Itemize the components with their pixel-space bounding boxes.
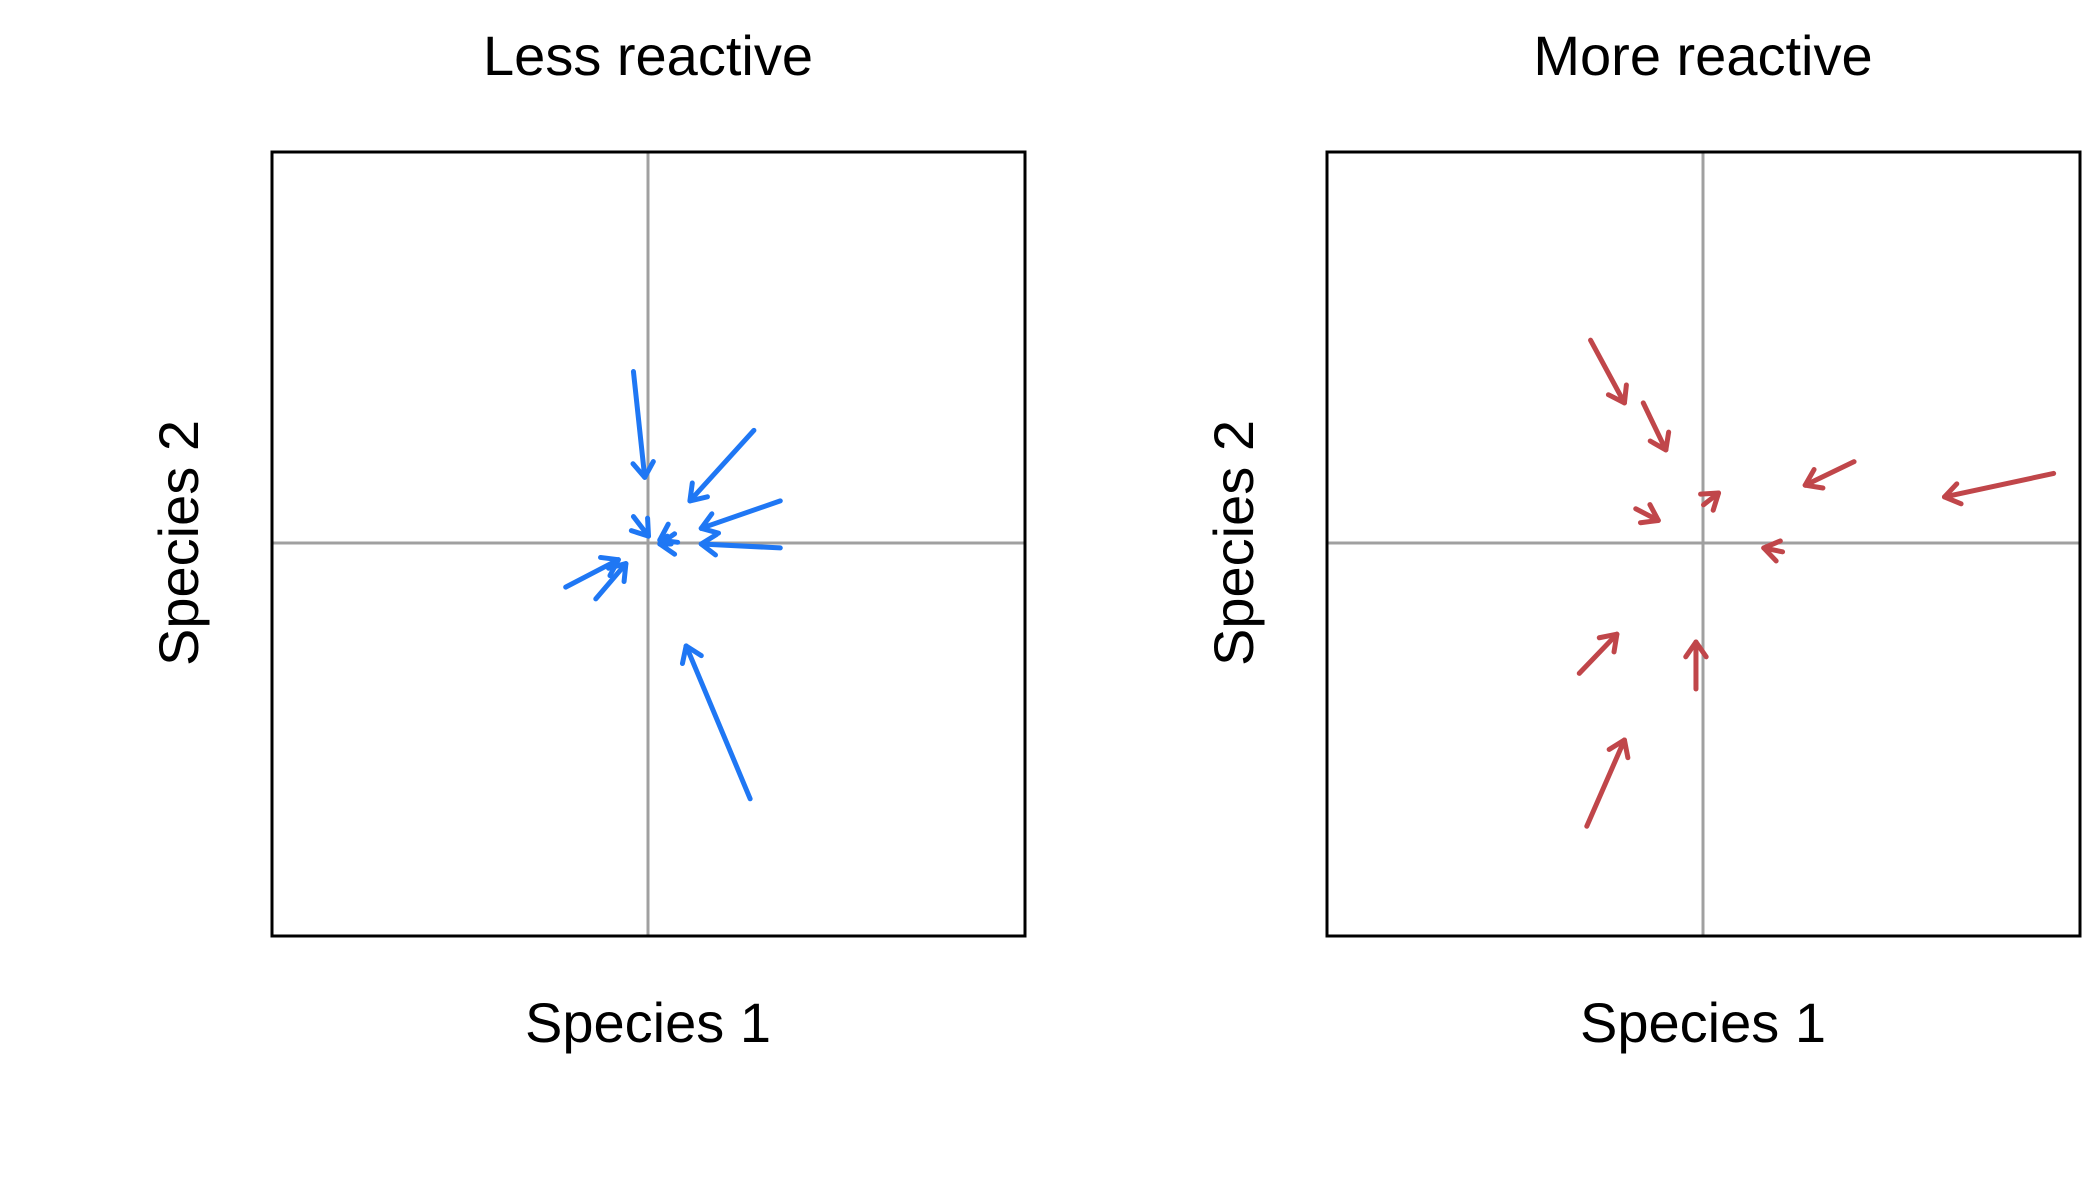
arrow-shaft bbox=[563, 557, 621, 590]
arrow-1 bbox=[630, 369, 656, 480]
arrow-shaft bbox=[1640, 400, 1669, 453]
arrow-2 bbox=[628, 514, 651, 539]
plot-frame bbox=[1325, 150, 2082, 938]
panel-more-reactive: More reactive Species 1 Species 2 bbox=[1202, 24, 2082, 1054]
plot-frame bbox=[270, 150, 1027, 938]
arrow-group bbox=[1576, 337, 2057, 829]
arrow-shaft bbox=[630, 369, 648, 480]
arrow-10 bbox=[1584, 737, 1631, 829]
arrow-shaft bbox=[687, 427, 757, 504]
arrow-head bbox=[598, 554, 621, 579]
arrow-8 bbox=[563, 554, 621, 590]
arrow-head bbox=[1606, 737, 1631, 761]
arrow-shaft bbox=[1802, 459, 1857, 488]
arrow-head bbox=[698, 532, 720, 558]
arrow-2 bbox=[1640, 400, 1672, 453]
arrow-6 bbox=[657, 531, 678, 557]
arrow-4 bbox=[1698, 490, 1722, 513]
arrow-head bbox=[1683, 639, 1709, 660]
arrow-10 bbox=[679, 643, 753, 802]
panel-title: More reactive bbox=[1533, 24, 1872, 87]
x-axis-label: Species 1 bbox=[525, 991, 771, 1054]
arrow-5 bbox=[1802, 459, 1857, 491]
arrow-head bbox=[1605, 382, 1629, 406]
arrow-shaft bbox=[1588, 337, 1627, 406]
arrow-7 bbox=[1761, 538, 1786, 564]
arrow-9 bbox=[1683, 639, 1709, 692]
arrow-9 bbox=[593, 561, 629, 602]
arrow-7 bbox=[657, 521, 681, 545]
arrow-head bbox=[1941, 481, 1964, 507]
arrow-3 bbox=[687, 427, 757, 504]
arrow-head bbox=[657, 531, 678, 557]
arrow-head bbox=[1596, 631, 1620, 655]
x-axis-label: Species 1 bbox=[1580, 991, 1826, 1054]
arrow-shaft bbox=[683, 643, 753, 802]
arrow-head bbox=[1647, 429, 1672, 453]
arrow-1 bbox=[1588, 337, 1629, 406]
arrow-head bbox=[1802, 467, 1826, 491]
arrow-head bbox=[1637, 502, 1661, 526]
panel-less-reactive: Less reactive Species 1 Species 2 bbox=[147, 24, 1027, 1054]
arrow-6 bbox=[1941, 470, 2057, 507]
arrow-head bbox=[628, 515, 651, 539]
arrow-head bbox=[657, 521, 681, 545]
arrow-shaft bbox=[1941, 470, 2057, 500]
arrow-shaft bbox=[1584, 737, 1627, 829]
arrow-head bbox=[698, 511, 722, 536]
y-axis-label: Species 2 bbox=[1202, 420, 1265, 666]
panel-title: Less reactive bbox=[483, 24, 813, 87]
arrow-head bbox=[679, 643, 704, 667]
y-axis-label: Species 2 bbox=[147, 420, 210, 666]
arrow-head bbox=[1698, 490, 1722, 513]
arrow-head bbox=[606, 561, 629, 585]
arrow-3 bbox=[1633, 502, 1661, 526]
arrow-head bbox=[630, 459, 656, 480]
arrow-shaft bbox=[593, 561, 629, 602]
arrow-5 bbox=[698, 532, 783, 558]
arrow-shaft bbox=[698, 541, 783, 551]
arrow-shaft bbox=[1576, 631, 1620, 676]
arrow-shaft bbox=[698, 498, 783, 531]
arrow-head bbox=[687, 480, 710, 504]
arrow-8 bbox=[1576, 631, 1620, 676]
arrow-group bbox=[563, 369, 783, 802]
arrow-head bbox=[1761, 538, 1783, 564]
arrow-4 bbox=[698, 498, 783, 536]
